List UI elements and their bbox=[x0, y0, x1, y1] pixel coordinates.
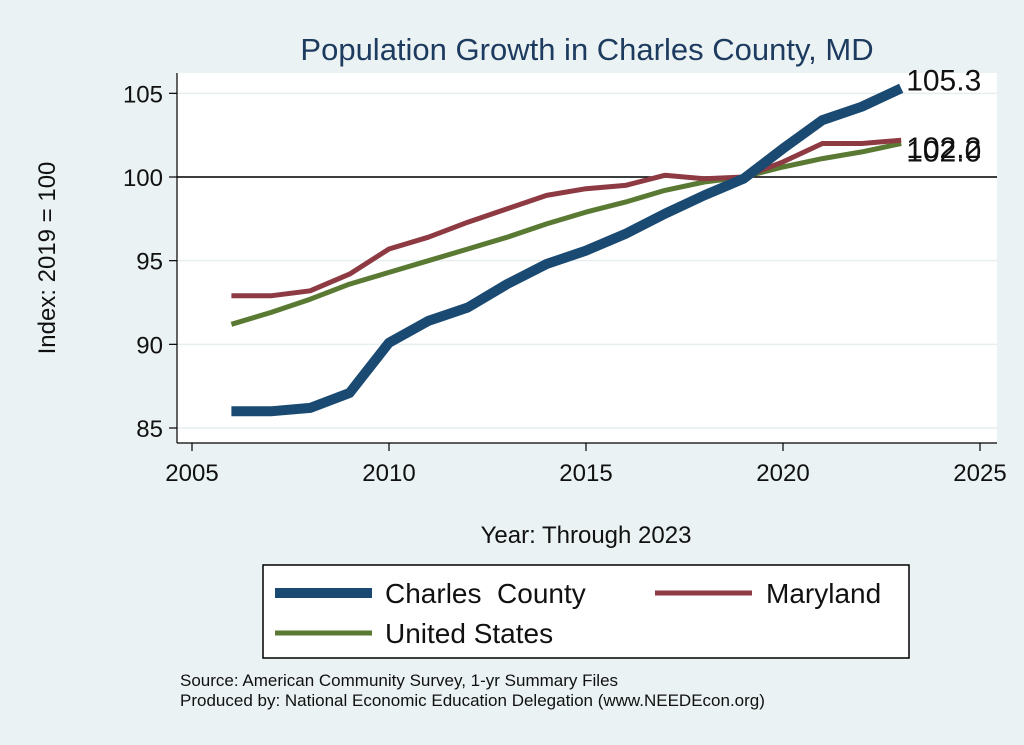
y-axis-ticks: 85 90 95 100 105 bbox=[123, 81, 177, 443]
y-tick-label-100: 100 bbox=[123, 165, 163, 192]
source-note: Source: American Community Survey, 1-yr … bbox=[180, 671, 618, 690]
plot-area bbox=[177, 73, 997, 443]
x-tick-label-2020: 2020 bbox=[756, 460, 809, 487]
legend-label-charles-county: Charles County bbox=[385, 578, 586, 609]
y-tick-label-90: 90 bbox=[136, 332, 163, 359]
series-line-charles-county bbox=[231, 83, 904, 417]
series-line-maryland bbox=[231, 137, 902, 299]
end-label-charles-county: 105.3 bbox=[906, 64, 981, 97]
series-line-united-states bbox=[230, 141, 902, 327]
legend-label-united-states: United States bbox=[385, 618, 553, 649]
y-tick-label-105: 105 bbox=[123, 81, 163, 108]
x-tick-label-2005: 2005 bbox=[165, 460, 218, 487]
producer-note: Produced by: National Economic Education… bbox=[180, 691, 765, 710]
x-tick-label-2010: 2010 bbox=[362, 460, 415, 487]
end-label-maryland: 102.2 bbox=[906, 132, 981, 165]
chart-title: Population Growth in Charles County, MD bbox=[300, 32, 873, 67]
y-axis-label: Index: 2019 = 100 bbox=[34, 162, 61, 355]
legend: Charles County Maryland United States bbox=[262, 564, 910, 659]
y-tick-label-85: 85 bbox=[136, 416, 163, 443]
x-tick-label-2025: 2025 bbox=[953, 460, 1006, 487]
x-tick-label-2015: 2015 bbox=[559, 460, 612, 487]
legend-box bbox=[262, 564, 910, 659]
x-axis-ticks: 2005 2010 2015 2020 2025 bbox=[165, 443, 1007, 487]
series-lines bbox=[230, 83, 904, 417]
legend-label-maryland: Maryland bbox=[766, 578, 881, 609]
end-label-united-states: 102.0 bbox=[906, 136, 981, 169]
x-axis-label: Year: Through 2023 bbox=[481, 522, 692, 549]
y-tick-label-95: 95 bbox=[136, 249, 163, 276]
